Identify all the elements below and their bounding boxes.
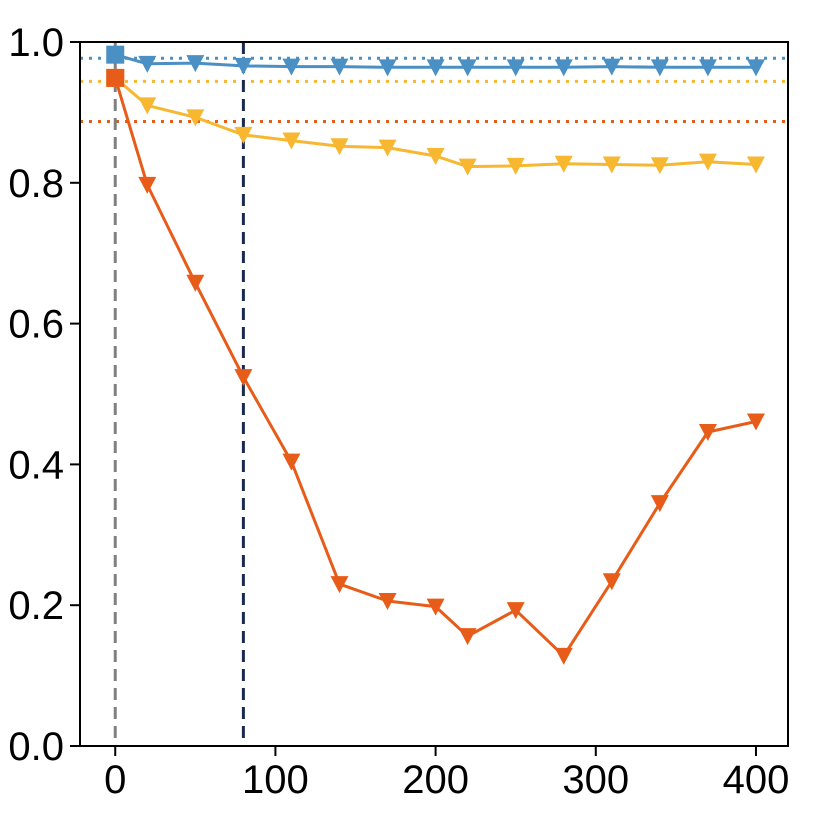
y-tick-label: 0.6 [8,303,64,347]
y-tick-label: 1.0 [8,21,64,65]
yellow-point [282,132,301,150]
y-tick-label: 0.4 [8,443,64,487]
blue-point [426,59,445,77]
blue-point [602,58,621,76]
blue-point [282,58,301,76]
orange-point [138,176,157,194]
blue-point [698,59,717,77]
orange-point [458,628,477,646]
yellow-point [330,138,349,156]
orange-point [234,369,253,387]
blue-start-point [106,45,125,64]
series-group [106,45,765,665]
orange-point [698,424,717,442]
blue-point [746,59,765,77]
blue-point [458,59,477,77]
orange-point [378,592,397,610]
orange-point [186,274,205,292]
x-tick-label: 200 [402,758,469,802]
orange-point [506,602,525,620]
orange-start-point [106,68,125,87]
axis-ticks: 0 100 200 300 400 0.0 0.2 0.4 0.6 0.8 1.0 [8,21,789,802]
yellow-point [554,155,573,173]
yellow-point [698,153,717,171]
plot-frame [79,41,789,747]
orange-point [282,453,301,471]
yellow-point [458,158,477,176]
orange-point [330,576,349,594]
yellow-point [378,139,397,157]
blue-point [138,55,157,73]
yellow-point [650,157,669,175]
blue-point [330,58,349,76]
blue-point [378,59,397,77]
yellow-point [506,157,525,175]
y-tick-label: 0.2 [8,584,64,628]
yellow-point [138,97,157,115]
reference-vlines [113,42,245,746]
blue-point [650,59,669,77]
x-tick-label: 300 [562,758,629,802]
blue-point [506,59,525,77]
x-tick-label: 100 [242,758,309,802]
y-tick-label: 0.0 [8,725,64,769]
orange-point [426,598,445,616]
yellow-point [186,109,205,127]
blue-point [554,59,573,77]
orange-point [746,413,765,431]
orange-point [602,573,621,591]
yellow-point [234,126,253,144]
blue-point [186,55,205,73]
yellow-point [746,156,765,174]
blue-point [234,57,253,75]
yellow-point [602,156,621,174]
orange-point [650,495,669,513]
x-tick-label: 400 [723,758,790,802]
orange-point [554,647,573,665]
yellow-point [426,148,445,166]
x-tick-label: 0 [104,758,126,802]
y-tick-label: 0.8 [8,162,64,206]
